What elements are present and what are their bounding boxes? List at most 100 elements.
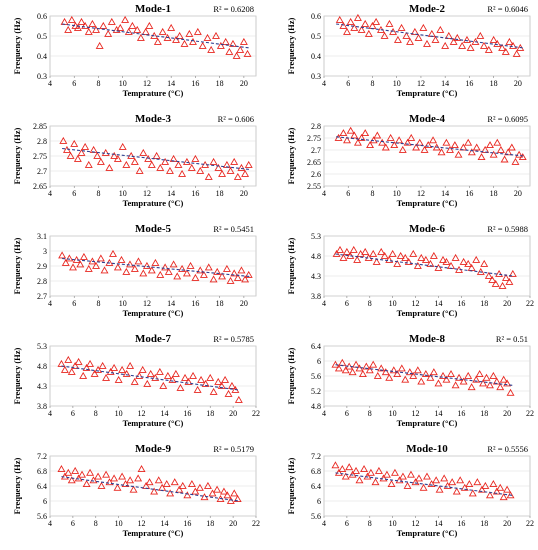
data-point [105, 163, 114, 171]
data-point [332, 249, 341, 257]
data-point [373, 371, 382, 379]
data-point [191, 154, 200, 162]
data-point [82, 363, 91, 371]
data-point [113, 483, 122, 491]
data-point [432, 476, 441, 484]
y-tick-label: 2.8 [37, 137, 47, 146]
r-squared-label: R² = 0.5451 [213, 224, 254, 234]
data-point [442, 138, 451, 146]
data-point [414, 33, 423, 41]
y-tick-label: 6 [317, 357, 321, 366]
trend-line [336, 23, 525, 49]
data-point [493, 138, 502, 146]
data-point [150, 487, 159, 495]
data-point [137, 465, 146, 472]
x-tick-label: 4 [48, 519, 52, 528]
data-point [226, 166, 235, 174]
x-tick-label: 4 [48, 299, 52, 308]
x-tick-label: 6 [345, 519, 349, 528]
y-tick-label: 2.7 [311, 146, 321, 155]
y-tick-label: 5.6 [37, 512, 47, 521]
data-point [388, 249, 397, 257]
data-point [227, 381, 236, 389]
data-point [198, 41, 207, 49]
data-point [74, 474, 83, 482]
y-tick-label: 3.1 [37, 232, 47, 241]
data-point [458, 41, 467, 49]
data-point [84, 264, 93, 272]
y-tick-label: 5.6 [311, 372, 321, 381]
data-point [236, 45, 245, 53]
x-axis-label: Temprature (°C) [123, 418, 184, 428]
x-tick-label: 6 [346, 189, 350, 198]
data-point [374, 466, 383, 474]
data-point [488, 275, 497, 283]
data-point [122, 369, 131, 377]
plot-area [323, 125, 531, 187]
data-point [92, 25, 101, 33]
data-point [415, 138, 424, 146]
x-tick-label: 6 [346, 79, 350, 88]
data-point [393, 35, 402, 43]
data-point [212, 31, 220, 39]
data-point [170, 478, 179, 486]
data-point [152, 151, 161, 159]
data-point [135, 371, 144, 379]
data-point [79, 252, 88, 260]
data-point [350, 131, 359, 139]
data-point [134, 474, 143, 482]
data-point [410, 27, 419, 35]
data-point [341, 366, 350, 374]
x-tick-label: 6 [71, 409, 75, 418]
x-tick-label: 14 [160, 409, 168, 418]
x-tick-label: 4 [48, 189, 52, 198]
data-point [204, 172, 213, 180]
data-point [509, 41, 518, 49]
data-point [77, 17, 86, 25]
data-point [208, 489, 217, 497]
data-point [485, 491, 494, 499]
data-point [489, 35, 498, 43]
data-point [413, 261, 422, 269]
data-point [64, 468, 73, 476]
y-tick-label: 7.2 [311, 452, 321, 461]
data-point [57, 465, 66, 472]
data-point [334, 364, 343, 372]
data-point [64, 25, 73, 33]
data-point [398, 145, 407, 153]
data-point [180, 39, 189, 47]
data-point [489, 371, 498, 379]
y-axis-label: Frequency (Hz) [12, 127, 22, 184]
x-tick-label: 14 [160, 519, 168, 528]
data-point [223, 491, 232, 499]
chart-panel-7: 3.8 4.3 4.8 5.3 4 6 8 10 12 14 16 18 20 22 Mode-7 R² = … [12, 333, 260, 428]
x-tick-label: 18 [480, 409, 488, 418]
data-point [206, 373, 215, 381]
data-point [429, 368, 438, 376]
y-tick-label: 6.4 [37, 482, 47, 491]
data-point [398, 472, 407, 480]
data-point [174, 160, 183, 168]
y-tick-label: 6 [317, 497, 321, 506]
data-point [385, 255, 394, 263]
data-point [172, 35, 180, 43]
y-tick-label: 4.8 [311, 252, 321, 261]
data-point [492, 487, 501, 495]
x-tick-label: 16 [465, 189, 473, 198]
data-point [369, 249, 378, 257]
data-point [412, 143, 421, 151]
data-point [429, 251, 438, 259]
data-point [491, 279, 500, 287]
data-point [357, 133, 366, 141]
chart-panel-1: 0.3 0.4 0.5 0.6 4 6 8 10 12 14 16 18 20 Mode-1 R² = 0.… [12, 3, 257, 98]
data-point [104, 29, 113, 37]
data-point [233, 273, 242, 281]
data-point [506, 388, 515, 396]
r-squared-label: R² = 0.51 [496, 334, 528, 344]
data-point [405, 368, 414, 376]
data-point [482, 373, 491, 381]
x-tick-label: 18 [480, 299, 488, 308]
x-tick-label: 20 [240, 79, 248, 88]
y-axis-label: Frequency (Hz) [12, 457, 22, 514]
y-axis-label: Frequency (Hz) [286, 347, 296, 404]
